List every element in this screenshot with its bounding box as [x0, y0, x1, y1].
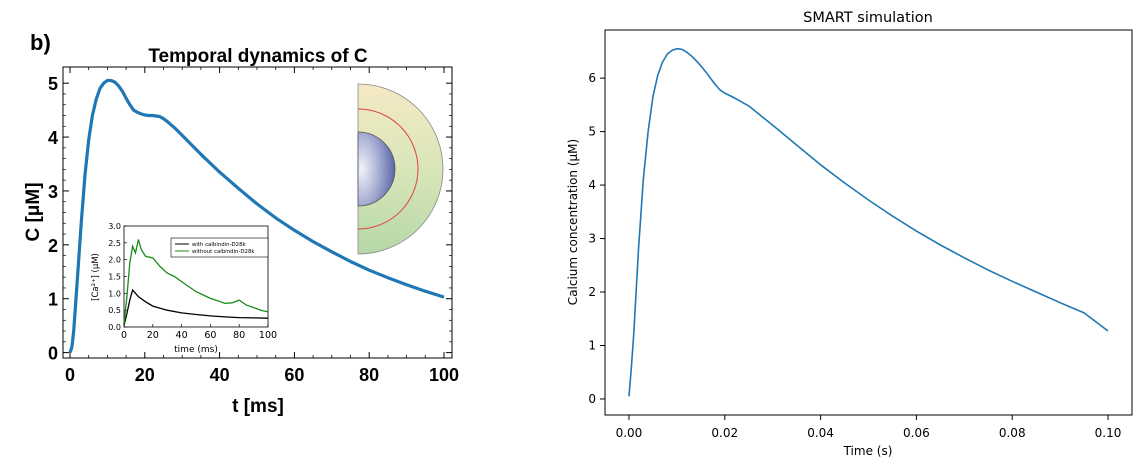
y-tick-label: 2 [48, 236, 58, 256]
inset-legend-label-with: with calbindin-D28k [192, 242, 247, 248]
inset-axis-ticks: 0 20 40 60 80 100 0.0 0.5 1.0 1.5 2.0 2.5 3.0 [108, 222, 277, 341]
inset-legend-label-without: without calbindin-D28k [192, 249, 255, 255]
inset-x-label: time (ms) [174, 345, 218, 355]
inset-y-tick-label: 1.0 [108, 289, 121, 298]
x-tick-label: 0.10 [1095, 426, 1122, 440]
y-tick-label: 1 [588, 338, 596, 352]
right-x-axis-label: Time (s) [843, 444, 893, 458]
y-tick-label: 0 [48, 344, 58, 364]
left-x-axis-label: t [ms] [232, 396, 284, 417]
inset-legend-box [170, 237, 269, 258]
inset-x-tick-label: 100 [259, 330, 277, 341]
x-tick-label: 0 [65, 365, 75, 385]
x-tick-label: 0.06 [903, 426, 930, 440]
x-tick-label: 100 [429, 365, 459, 385]
inset-y-tick-label: 2.5 [108, 239, 121, 248]
sphere-schematic-icon [357, 83, 444, 255]
inset-series-without-calbindin [123, 239, 269, 324]
right-series-line [628, 47, 1109, 397]
inset-y-tick-label: 0.0 [108, 323, 121, 332]
y-tick-label: 1 [48, 290, 58, 310]
inset-x-tick-label: 0 [121, 330, 127, 341]
x-tick-label: 0.08 [999, 426, 1026, 440]
inset-y-tick-label: 0.5 [108, 306, 121, 315]
x-tick-label: 0.04 [807, 426, 834, 440]
inset-x-tick-label: 80 [233, 330, 245, 341]
left-axis-ticks: 0 20 40 60 80 100 0 1 2 3 4 5 [48, 67, 459, 385]
inset-x-tick-label: 60 [204, 330, 216, 341]
right-chart-panel: SMART simulation 0.00 0.02 0.04 0.06 0.08 0.1… [566, 10, 1133, 458]
y-tick-label: 4 [48, 128, 58, 148]
x-tick-label: 40 [210, 365, 230, 385]
y-tick-label: 6 [588, 71, 596, 85]
right-y-axis-label: Calcium concentration (μM) [566, 139, 580, 305]
y-tick-label: 0 [588, 392, 596, 406]
inset-y-tick-label: 3.0 [108, 222, 121, 231]
x-tick-label: 0.02 [711, 426, 738, 440]
x-tick-label: 0.00 [616, 426, 643, 440]
y-tick-label: 4 [588, 178, 596, 192]
right-axis-ticks: 0.00 0.02 0.04 0.06 0.08 0.10 0 1 2 3 4 5 6 [588, 71, 1121, 440]
panel-label: b) [30, 30, 51, 55]
inset-x-tick-label: 40 [176, 330, 188, 341]
y-tick-label: 5 [588, 125, 596, 139]
inset-x-tick-label: 20 [147, 330, 159, 341]
inset-plot: 0 20 40 60 80 100 0.0 0.5 1.0 1.5 2.0 2.5 3.0 [Ca²⁺]… [91, 222, 277, 355]
inset-y-label: [Ca²⁺] (μM) [91, 253, 101, 301]
left-chart-panel: b) Temporal dynamics of C 0 20 40 60 80 10001… [23, 30, 459, 417]
y-tick-label: 5 [48, 74, 58, 94]
x-tick-label: 80 [359, 365, 379, 385]
inset-series-with-calbindin [123, 288, 269, 326]
inset-y-tick-label: 2.0 [108, 256, 121, 265]
x-tick-label: 60 [284, 365, 304, 385]
left-y-axis-label: C [μM] [23, 182, 44, 241]
inset-legend: with calbindin-D28k without calbindin-D2… [170, 237, 269, 258]
y-tick-label: 3 [48, 182, 58, 202]
inset-y-tick-label: 1.5 [108, 273, 121, 282]
x-tick-label: 20 [135, 365, 155, 385]
y-tick-label: 3 [588, 232, 596, 246]
right-plot-frame [604, 29, 1133, 416]
left-chart-title: Temporal dynamics of C [148, 46, 368, 67]
y-tick-label: 2 [588, 285, 596, 299]
right-chart-title: SMART simulation [803, 10, 933, 26]
left-series-line [68, 78, 445, 354]
